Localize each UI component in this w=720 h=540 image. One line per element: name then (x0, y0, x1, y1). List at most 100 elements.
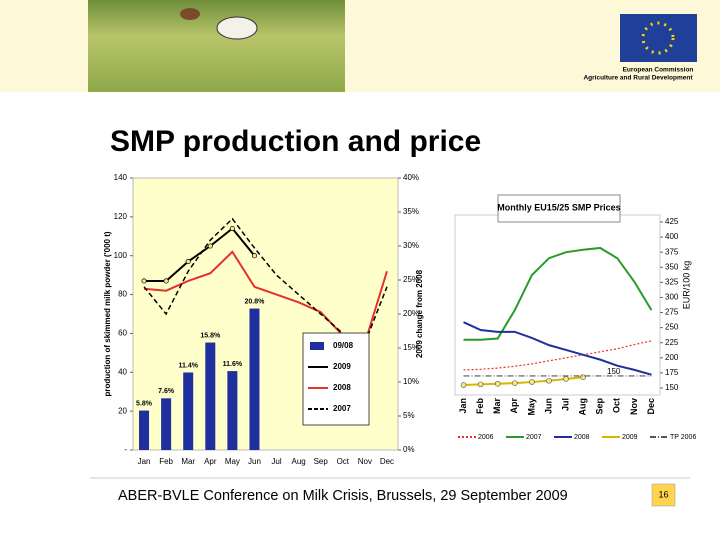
legend-label: 2008 (333, 383, 351, 392)
marker (141, 278, 147, 284)
chart-title: Monthly EU15/25 SMP Prices (497, 202, 620, 212)
page-box (651, 483, 676, 507)
x-tick-label: Oct (337, 457, 350, 466)
x-tick-label: May (526, 398, 536, 416)
bar (183, 372, 194, 450)
y-tick-label: 175 (665, 368, 679, 377)
x-tick-label: Oct (612, 398, 622, 413)
y2-tick-label: 30% (403, 241, 419, 250)
y-tick-label: 80 (118, 290, 127, 299)
x-tick-label: Apr (509, 398, 519, 414)
footer: ABER-BVLE Conference on Milk Crisis, Bru… (118, 488, 568, 504)
y2-tick-label: 5% (403, 411, 415, 420)
x-tick-label: Jun (248, 457, 261, 466)
x-tick-label: Jun (543, 398, 553, 414)
x-tick-label: Dec (380, 457, 394, 466)
legend-label: 2009 (622, 434, 638, 441)
y-tick-label: 250 (665, 323, 679, 332)
eu-stars (641, 21, 675, 55)
y2-tick-label: 15% (403, 343, 419, 352)
plot-area (454, 214, 661, 396)
x-tick-label: May (225, 457, 240, 466)
y-tick-label: 375 (665, 247, 679, 256)
marker (546, 377, 552, 384)
y-tick-label: 40 (118, 367, 127, 376)
y-tick-label: 425 (665, 217, 679, 226)
y-tick-label: 120 (114, 212, 128, 221)
y-tick-label: 400 (665, 232, 679, 241)
y-tick-label: 20 (118, 406, 127, 415)
y-tick-label: 300 (665, 293, 679, 302)
x-tick-label: Jan (458, 398, 468, 414)
marker (460, 382, 467, 388)
x-tick-label: Nov (358, 457, 372, 466)
line (463, 246, 653, 341)
legend-label: 2007 (526, 434, 542, 441)
data-label: 20.8% (245, 298, 266, 305)
y-tick-label: 275 (665, 308, 679, 317)
x-tick-label: Mar (181, 457, 195, 466)
data-label: 5.8% (136, 400, 153, 407)
legend-swatch (310, 342, 324, 350)
x-tick-label: Mar (492, 398, 502, 415)
y2-tick-label: 20% (403, 309, 419, 318)
cow (216, 16, 258, 40)
y-tick-label: 140 (114, 173, 128, 182)
legend-label: 2008 (574, 434, 590, 441)
bar (205, 342, 216, 450)
y-axis-title: production of skimmed milk powder ('000 … (103, 231, 112, 396)
y2-tick-label: 40% (403, 173, 419, 182)
y-tick-label: 60 (118, 329, 127, 338)
marker (477, 381, 484, 388)
line (463, 321, 652, 376)
x-tick-label: Jul (560, 398, 570, 411)
marker (511, 380, 518, 386)
annotation: 150 (607, 367, 621, 376)
marker (163, 278, 169, 284)
y2-tick-label: 0% (403, 445, 415, 454)
y2-tick-label: 25% (403, 275, 419, 284)
line (463, 376, 584, 386)
data-label: 11.6% (223, 361, 243, 368)
org-name: European Commission (623, 67, 694, 74)
x-tick-label: Dec (646, 398, 656, 415)
y2-tick-label: 10% (403, 377, 419, 386)
line (144, 227, 256, 282)
marker (529, 379, 535, 385)
marker (251, 253, 258, 259)
x-tick-label: Apr (204, 457, 217, 466)
x-tick-label: Sep (595, 398, 605, 415)
marker (563, 376, 569, 382)
data-label: 7.6% (158, 388, 175, 395)
marker (494, 380, 501, 387)
dg-name: Agriculture and Rural Development (583, 75, 693, 82)
data-label: 11.4% (178, 362, 198, 369)
x-tick-label: Nov (629, 398, 639, 415)
y-tick-label: - (124, 445, 127, 454)
bar (227, 371, 238, 450)
y-tick-label: 200 (665, 353, 679, 362)
marker (185, 258, 191, 265)
y-tick-label: 350 (665, 262, 679, 271)
marker (207, 243, 213, 249)
bar (139, 410, 150, 450)
y-tick-label: 150 (665, 383, 679, 392)
legend-label: 2009 (333, 362, 351, 371)
eu-flag (620, 14, 697, 62)
x-tick-label: Feb (475, 398, 485, 415)
x-tick-label: Sep (314, 457, 329, 466)
x-tick-label: Feb (159, 457, 173, 466)
page-number: 16 (658, 489, 668, 499)
y-tick-label: 325 (665, 277, 679, 286)
legend-label: 2006 (478, 434, 494, 441)
data-label: 15.8% (200, 332, 221, 339)
slide-title: SMP production and price (110, 125, 481, 158)
y-axis-title: EUR/100 kg (681, 261, 691, 310)
chart-title-box (497, 194, 621, 223)
bar (161, 398, 172, 450)
legend-label: TP 2006 (670, 434, 696, 441)
legend-label: 09/08 (333, 341, 354, 350)
y2-axis-title: 2009 change from 2008 (415, 269, 424, 358)
x-tick-label: Jul (271, 457, 281, 466)
